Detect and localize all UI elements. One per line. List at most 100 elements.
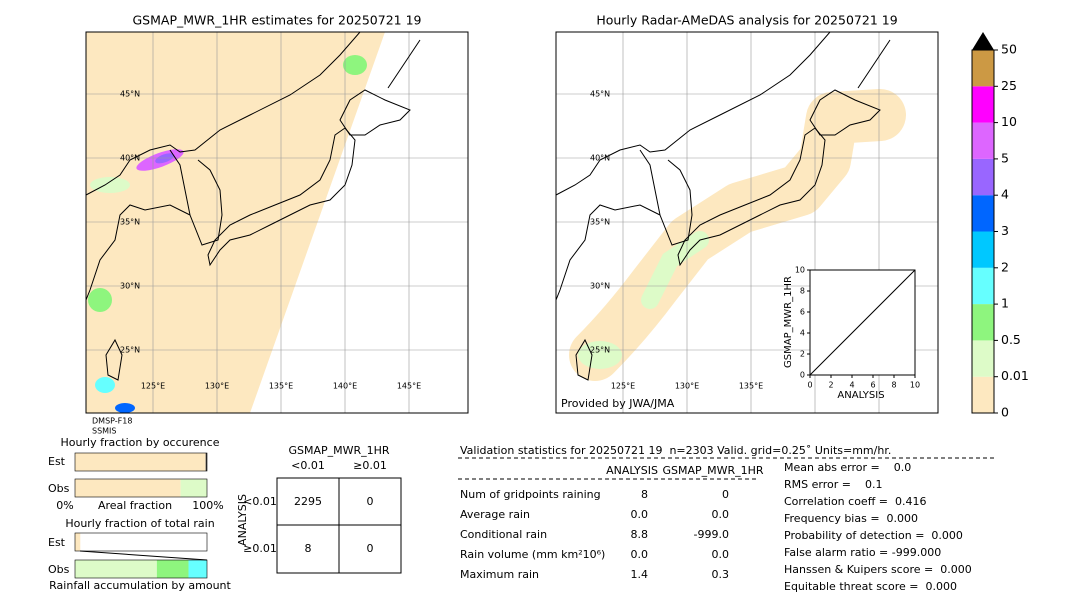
- score: RMS error = 0.1: [784, 478, 882, 491]
- lat-label: 45°N: [120, 90, 140, 99]
- x-tick-label: 2: [828, 381, 833, 390]
- axis-label: Areal fraction: [98, 499, 172, 512]
- stat-value: 0.3: [712, 568, 730, 581]
- stat-value: 8: [641, 488, 648, 501]
- col-label: ≥0.01: [353, 459, 387, 472]
- lat-label: 40°N: [590, 154, 610, 163]
- score: Correlation coeff = 0.416: [784, 495, 926, 508]
- credit: Provided by JWA/JMA: [561, 397, 675, 410]
- color-bin: [972, 231, 994, 268]
- row-label: <0.01: [243, 495, 277, 508]
- bar-frame: [74, 452, 208, 472]
- x-tick-label: 6: [870, 381, 875, 390]
- colorbar-label: 50: [1001, 42, 1017, 57]
- inset-ylabel: GSMAP_MWR_1HR: [783, 276, 794, 368]
- lon-label: 140°E: [333, 382, 357, 391]
- connector: [79, 550, 208, 561]
- table-title: GSMAP_MWR_1HR: [288, 444, 389, 457]
- lon-label: 125°E: [141, 382, 165, 391]
- panel-title: Hourly fraction by occurence: [61, 436, 220, 449]
- lat-label: 30°N: [120, 282, 140, 291]
- score: False alarm ratio = -999.000: [784, 546, 941, 559]
- fraction-segment: [156, 560, 189, 578]
- color-bin: [972, 86, 994, 123]
- fraction-segment: [75, 453, 206, 471]
- x-tick-label: 0: [807, 381, 812, 390]
- cell: 0: [367, 542, 374, 555]
- stat-value: 0: [722, 488, 729, 501]
- lat-label: 35°N: [120, 218, 140, 227]
- score: Hanssen & Kuipers score = 0.000: [784, 563, 972, 576]
- extend-arrow: [972, 32, 994, 50]
- color-bin: [972, 195, 994, 232]
- color-bin: [972, 304, 994, 341]
- row-label: ≥0.01: [243, 542, 277, 555]
- y-tick-label: 8: [800, 287, 805, 296]
- row-label: Obs: [48, 482, 70, 495]
- bar-frame: [74, 559, 208, 579]
- lon-label: 130°E: [205, 382, 229, 391]
- lat-label: 45°N: [590, 90, 610, 99]
- cell: 2295: [294, 495, 322, 508]
- color-bin: [972, 50, 994, 87]
- sensor-label: DMSP-F18: [92, 417, 132, 426]
- row-label: Obs: [48, 563, 70, 576]
- fraction-segment: [188, 560, 207, 578]
- fraction-segment: [180, 479, 207, 497]
- x-tick-label: 8: [891, 381, 896, 390]
- colorbar-label: 4: [1001, 187, 1009, 202]
- stat-label: Maximum rain: [460, 568, 539, 581]
- colorbar-label: 2: [1001, 259, 1009, 274]
- stat-value: 0.0: [631, 508, 649, 521]
- score: Mean abs error = 0.0: [784, 461, 911, 474]
- right-map: [556, 32, 938, 413]
- stat-label: Rain volume (mm km²10⁶): [460, 548, 605, 561]
- y-tick-label: 2: [800, 350, 805, 359]
- color-bin: [972, 267, 994, 305]
- cell: 0: [367, 495, 374, 508]
- score: Probability of detection = 0.000: [784, 529, 963, 542]
- left-map: [86, 32, 468, 413]
- score: Equitable threat score = 0.000: [784, 580, 957, 593]
- row-title: ANALYSIS: [236, 494, 249, 546]
- panel-title: Hourly fraction of total rain: [65, 517, 214, 530]
- stat-value: 8.8: [631, 528, 649, 541]
- row-label: Est: [48, 455, 66, 468]
- colorbar-label: 10: [1001, 114, 1017, 129]
- stat-label: Average rain: [460, 508, 530, 521]
- colorbar-label: 0: [1001, 405, 1009, 420]
- y-tick-label: 10: [795, 266, 805, 275]
- diagonal: [809, 269, 916, 376]
- stat-value: -999.0: [694, 528, 729, 541]
- stat-value: 0.0: [712, 548, 730, 561]
- stat-label: Conditional rain: [460, 528, 547, 541]
- color-bin: [972, 158, 994, 196]
- lon-label: 135°E: [269, 382, 293, 391]
- x-tick-label: 10: [910, 381, 920, 390]
- colorbar-label: 0.5: [1001, 332, 1021, 347]
- bar-frame: [74, 478, 208, 498]
- fraction-segment: [75, 533, 81, 551]
- col-label: <0.01: [291, 459, 325, 472]
- col-header: ANALYSIS: [606, 464, 658, 477]
- color-bin: [972, 376, 994, 413]
- row-label: Est: [48, 536, 66, 549]
- stat-value: 1.4: [631, 568, 649, 581]
- inset-xlabel: ANALYSIS: [837, 390, 884, 401]
- lat-label: 35°N: [590, 218, 610, 227]
- x-tick-label: 4: [849, 381, 854, 390]
- sensor-label: SSMIS: [92, 427, 117, 436]
- lon-label: 125°E: [611, 382, 635, 391]
- colorbar-label: 3: [1001, 223, 1009, 238]
- axis-label: Rainfall accumulation by amount: [49, 579, 231, 592]
- fraction-segment: [75, 560, 157, 578]
- right-map-title: Hourly Radar-AMeDAS analysis for 2025072…: [596, 13, 897, 28]
- fraction-segment: [75, 479, 181, 497]
- left-map-title: GSMAP_MWR_1HR estimates for 20250721 19: [133, 13, 422, 28]
- bar-frame: [74, 532, 208, 552]
- colorbar-label: 0.01: [1001, 368, 1029, 383]
- axis-label: 0%: [56, 499, 73, 512]
- colorbar-label: 25: [1001, 78, 1017, 93]
- fraction-segment: [205, 453, 207, 471]
